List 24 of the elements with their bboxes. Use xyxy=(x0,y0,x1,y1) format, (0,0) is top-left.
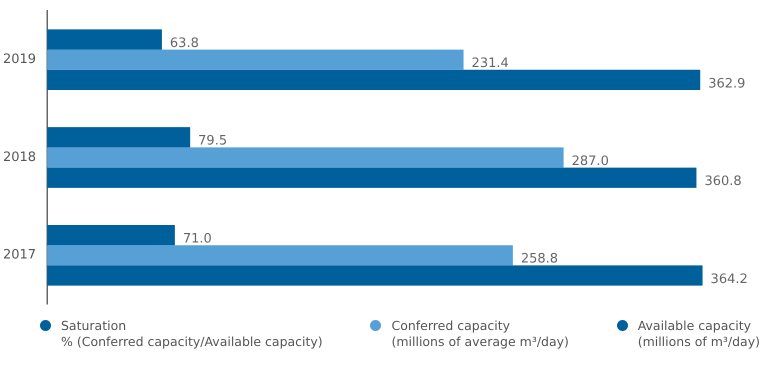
data-label: 71.0 xyxy=(182,231,212,246)
legend-label: Saturation % (Conferred capacity/Available capacity) xyxy=(61,318,323,350)
y-tick-label: 2017 xyxy=(2,248,36,263)
y-tick-label: 2018 xyxy=(2,150,36,165)
data-label: 79.5 xyxy=(198,134,228,149)
bar xyxy=(47,127,190,148)
data-label: 258.8 xyxy=(520,252,558,267)
data-label: 287.0 xyxy=(572,154,609,169)
y-tick-label: 2019 xyxy=(2,52,36,68)
bar xyxy=(47,147,564,168)
data-label: 63.8 xyxy=(170,36,199,51)
bar xyxy=(47,245,513,266)
legend-label: Available capacity (millions of m³/day) xyxy=(638,318,760,350)
data-label: 231.4 xyxy=(472,56,509,72)
bar xyxy=(47,70,700,90)
bar xyxy=(47,29,162,50)
bar xyxy=(47,168,696,188)
data-label: 360.8 xyxy=(704,174,742,190)
bar xyxy=(47,224,175,246)
bar xyxy=(47,265,703,286)
data-label: 362.9 xyxy=(708,76,746,92)
data-label: 364.2 xyxy=(710,272,748,287)
legend-label: Conferred capacity (millions of average m³/day) xyxy=(391,318,569,350)
bar xyxy=(47,50,464,70)
